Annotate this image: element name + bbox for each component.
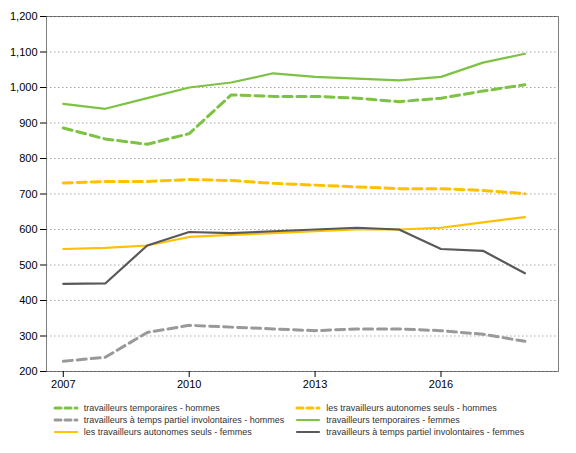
svg-text:300: 300 <box>19 330 37 342</box>
svg-text:800: 800 <box>19 152 37 164</box>
svg-text:2007: 2007 <box>51 378 75 390</box>
svg-text:500: 500 <box>19 259 37 271</box>
svg-text:2010: 2010 <box>177 378 201 390</box>
svg-text:700: 700 <box>19 188 37 200</box>
svg-text:2016: 2016 <box>429 378 453 390</box>
svg-text:2013: 2013 <box>303 378 327 390</box>
svg-text:1,100: 1,100 <box>10 46 38 58</box>
html-text:les travailleurs autonomes seu: les travailleurs autonomes seuls - femme… <box>83 427 252 437</box>
svg-text:600: 600 <box>19 223 37 235</box>
svg-text:1,200: 1,200 <box>10 10 38 22</box>
svg-text:900: 900 <box>19 117 37 129</box>
svg-text:200: 200 <box>19 365 37 377</box>
svg-text:1,000: 1,000 <box>10 81 38 93</box>
html-text:travailleurs temporaires - hom: travailleurs temporaires - hommes <box>83 403 220 413</box>
svg-text:400: 400 <box>19 294 37 306</box>
html-text:travailleurs à temps partiel i: travailleurs à temps partiel involontair… <box>326 427 525 437</box>
html-text:les travailleurs autonomes seu: les travailleurs autonomes seuls - homme… <box>326 403 497 413</box>
html-text:travailleurs temporaires - fem: travailleurs temporaires - femmes <box>326 415 460 425</box>
html-text:travailleurs à temps partiel i: travailleurs à temps partiel involontair… <box>83 415 285 425</box>
